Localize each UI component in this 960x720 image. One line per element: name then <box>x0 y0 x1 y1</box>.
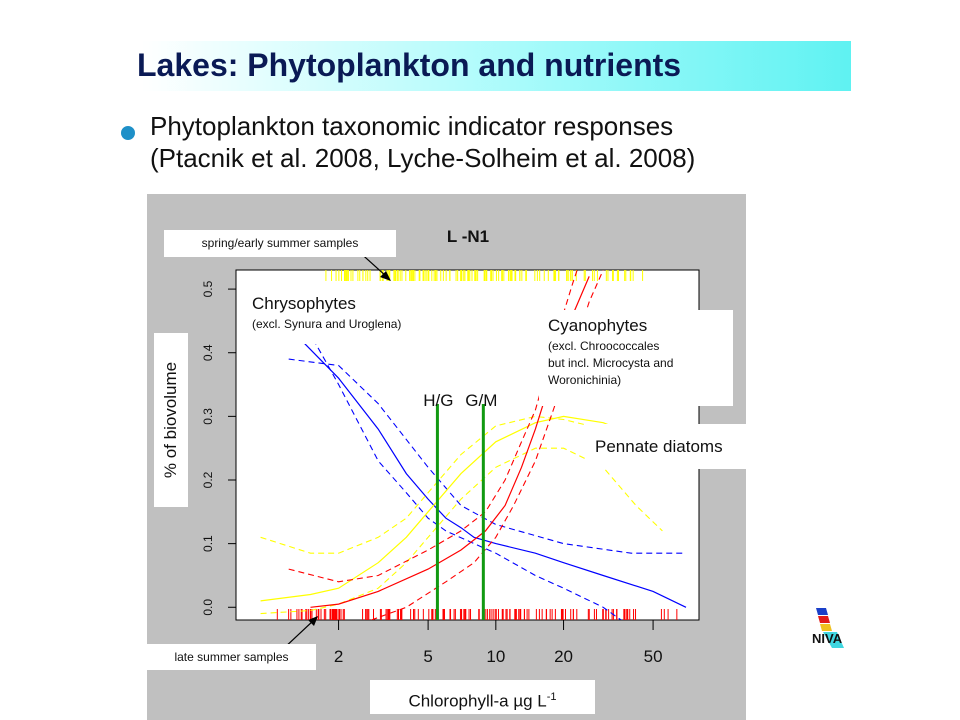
bullet-line-2: (Ptacnik et al. 2008, Lyche-Solheim et a… <box>150 143 696 173</box>
series-pennate-diatoms-upper <box>260 415 663 554</box>
y-tick-label: 0.4 <box>201 344 215 361</box>
niva-logo-text: NIVA <box>812 631 843 646</box>
x-axis-label-sup: -1 <box>546 691 557 703</box>
cyanophytes-title: Cyanophytes <box>548 316 648 335</box>
x-tick-label: 20 <box>554 647 573 666</box>
cyanophytes-label: Cyanophytes (excl. Chroococcales but inc… <box>539 310 733 406</box>
y-tick-label: 0.1 <box>201 535 215 552</box>
boundary-label: G/M <box>465 391 497 410</box>
x-axis-label: Chlorophyll-a µg L <box>408 691 547 711</box>
y-axis-label: % of biovolume <box>161 361 180 479</box>
y-tick-label: 0.0 <box>201 599 215 616</box>
x-tick-label: 5 <box>423 647 432 666</box>
x-axis-label-box: Chlorophyll-a µg L-1 <box>370 680 595 714</box>
cyanophytes-subtitle: (excl. Chroococcales but incl. Microcyst… <box>548 338 733 389</box>
cyanophytes-sub-2: but incl. Microcysta and <box>548 356 674 370</box>
y-tick-label: 0.5 <box>201 280 215 297</box>
series-cyanophytes-upper <box>288 270 578 583</box>
title-bar: Lakes: Phytoplankton and nutrients <box>120 41 851 91</box>
late-arrow-head <box>308 616 318 626</box>
niva-logo-icon <box>816 608 844 648</box>
chrysophytes-label: Chrysophytes (excl. Synura and Uroglena) <box>243 288 456 344</box>
chart-title: L -N1 <box>447 227 489 246</box>
x-tick-label: 50 <box>644 647 663 666</box>
late-samples-label: late summer samples <box>147 644 316 670</box>
y-axis-label-box: % of biovolume <box>154 333 188 507</box>
spring-samples-label: spring/early summer samples <box>164 230 396 257</box>
pennate-diatoms-label: Pennate diatoms <box>586 424 777 469</box>
series-pennate-diatoms-lower <box>260 447 663 615</box>
y-tick-label: 0.2 <box>201 471 215 488</box>
slide-title: Lakes: Phytoplankton and nutrients <box>137 47 682 83</box>
x-tick-label: 2 <box>334 647 343 666</box>
x-tick-label: 10 <box>486 647 505 666</box>
bullet-dot <box>121 126 135 140</box>
series-pennate-diatoms-fit <box>260 415 663 602</box>
spring-arrow-head <box>380 271 391 281</box>
series-chrysophytes-upper <box>288 358 686 554</box>
boundary-label: H/G <box>423 391 453 410</box>
cyanophytes-sub-1: (excl. Chroococcales <box>548 339 660 353</box>
cyanophytes-sub-3: Woronichinia) <box>548 373 622 387</box>
bullet-line-1: Phytoplankton taxonomic indicator respon… <box>150 111 674 141</box>
series-chrysophytes-lower <box>288 295 622 620</box>
chrysophytes-title: Chrysophytes <box>252 294 356 313</box>
chrysophytes-subtitle: (excl. Synura and Uroglena) <box>252 317 402 331</box>
series-chrysophytes-fit <box>288 326 687 608</box>
y-tick-label: 0.3 <box>201 408 215 425</box>
bullet-text: Phytoplankton taxonomic indicator respon… <box>150 110 695 174</box>
